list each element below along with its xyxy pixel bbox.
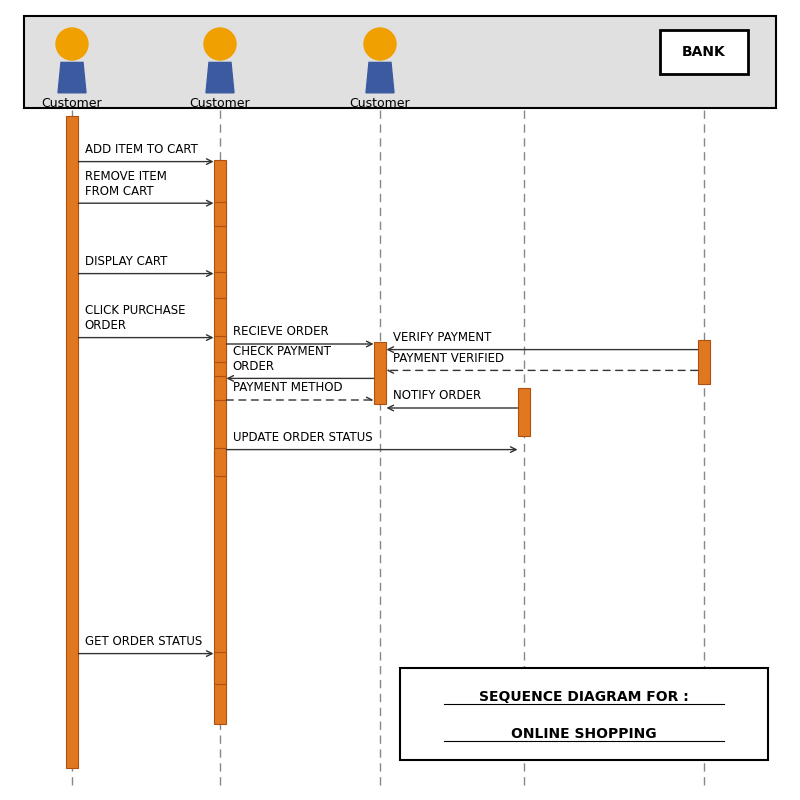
Text: Customer: Customer [350,97,410,110]
Text: RECIEVE ORDER: RECIEVE ORDER [233,326,329,338]
Text: REMOVE ITEM
FROM CART: REMOVE ITEM FROM CART [85,170,166,198]
Bar [214,202,226,226]
Text: SEQUENCE DIAGRAM FOR :: SEQUENCE DIAGRAM FOR : [479,690,689,705]
Text: NOTIFY ORDER: NOTIFY ORDER [393,390,481,402]
Bar [214,272,226,298]
Text: BANK: BANK [682,45,726,59]
Bar [698,340,710,384]
Text: CLICK PURCHASE
ORDER: CLICK PURCHASE ORDER [85,304,186,332]
Bar [214,336,226,362]
Bar [374,342,386,404]
Text: ONLINE SHOPPING: ONLINE SHOPPING [511,727,657,742]
Text: UPDATE ORDER STATUS: UPDATE ORDER STATUS [233,431,373,444]
Bar [518,388,530,436]
Circle shape [364,28,396,60]
Polygon shape [206,62,234,93]
Bar [660,30,748,74]
Text: DISPLAY CART: DISPLAY CART [85,255,167,268]
Bar [66,116,78,768]
Text: Customer: Customer [190,97,250,110]
Bar [400,668,768,760]
Bar [214,652,226,684]
Text: VERIFY PAYMENT: VERIFY PAYMENT [393,331,491,344]
Bar [214,448,226,476]
Bar [214,376,226,400]
Polygon shape [366,62,394,93]
Bar [24,16,776,108]
Text: CHECK PAYMENT
ORDER: CHECK PAYMENT ORDER [233,345,331,373]
Polygon shape [58,62,86,93]
Text: Customer: Customer [42,97,102,110]
Text: PAYMENT VERIFIED: PAYMENT VERIFIED [393,352,504,365]
Text: GET ORDER STATUS: GET ORDER STATUS [85,635,202,648]
Circle shape [204,28,236,60]
Text: ADD ITEM TO CART: ADD ITEM TO CART [85,143,198,156]
Circle shape [56,28,88,60]
Text: PAYMENT METHOD: PAYMENT METHOD [233,382,342,394]
Bar [214,160,226,724]
